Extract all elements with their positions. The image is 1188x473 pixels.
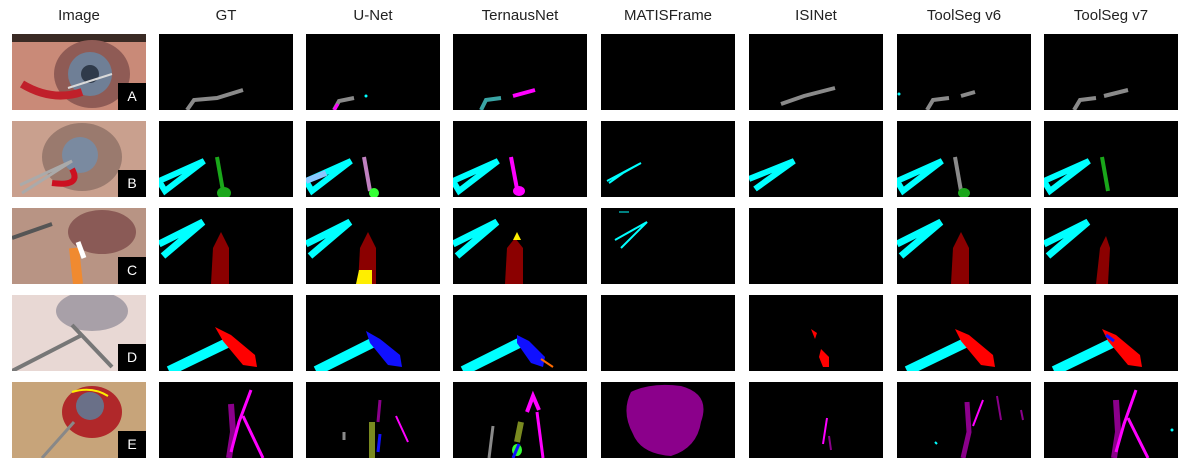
mask-isinet-c bbox=[749, 208, 883, 284]
input-image-c: C bbox=[12, 208, 146, 284]
mask-isinet-a bbox=[749, 34, 883, 110]
mask-toolseg-v6-c bbox=[897, 208, 1031, 284]
mask-unet-a bbox=[306, 34, 440, 110]
mask-isinet-d bbox=[749, 295, 883, 371]
column-header-image: Image bbox=[58, 7, 100, 24]
row-label-a: A bbox=[118, 83, 146, 110]
row-label-c: C bbox=[118, 257, 146, 284]
column-header-isinet: ISINet bbox=[795, 7, 837, 24]
mask-matisframe-b bbox=[601, 121, 735, 197]
column-header-matisframe: MATISFrame bbox=[623, 7, 713, 24]
mask-toolseg-v6-a bbox=[897, 34, 1031, 110]
mask-isinet-b bbox=[749, 121, 883, 197]
column-header-gt: GT bbox=[215, 7, 237, 24]
input-image-e: E bbox=[12, 382, 146, 458]
mask-unet-d bbox=[306, 295, 440, 371]
mask-unet-e bbox=[306, 382, 440, 458]
mask-isinet-e bbox=[749, 382, 883, 458]
mask-ternausnet-b bbox=[453, 121, 587, 197]
mask-toolseg-v7-d bbox=[1044, 295, 1178, 371]
mask-unet-b bbox=[306, 121, 440, 197]
mask-toolseg-v6-d bbox=[897, 295, 1031, 371]
row-label-e: E bbox=[118, 431, 146, 458]
mask-gt-a bbox=[159, 34, 293, 110]
mask-gt-c bbox=[159, 208, 293, 284]
mask-toolseg-v7-b bbox=[1044, 121, 1178, 197]
input-image-b: B bbox=[12, 121, 146, 197]
column-header-unet: U-Net bbox=[353, 7, 393, 24]
mask-toolseg-v6-e bbox=[897, 382, 1031, 458]
input-image-a: A bbox=[12, 34, 146, 110]
input-image-d: D bbox=[12, 295, 146, 371]
mask-toolseg-v7-a bbox=[1044, 34, 1178, 110]
mask-ternausnet-e bbox=[453, 382, 587, 458]
mask-toolseg-v7-c bbox=[1044, 208, 1178, 284]
column-header-ternausnet: TernausNet bbox=[481, 7, 559, 24]
column-header-toolseg-v7: ToolSeg v7 bbox=[1073, 7, 1149, 24]
mask-toolseg-v6-b bbox=[897, 121, 1031, 197]
mask-gt-b bbox=[159, 121, 293, 197]
mask-ternausnet-c bbox=[453, 208, 587, 284]
mask-matisframe-e bbox=[601, 382, 735, 458]
mask-unet-c bbox=[306, 208, 440, 284]
mask-matisframe-c bbox=[601, 208, 735, 284]
mask-matisframe-d bbox=[601, 295, 735, 371]
mask-gt-d bbox=[159, 295, 293, 371]
mask-ternausnet-d bbox=[453, 295, 587, 371]
column-header-toolseg-v6: ToolSeg v6 bbox=[926, 7, 1002, 24]
mask-gt-e bbox=[159, 382, 293, 458]
mask-toolseg-v7-e bbox=[1044, 382, 1178, 458]
mask-matisframe-a bbox=[601, 34, 735, 110]
mask-ternausnet-a bbox=[453, 34, 587, 110]
row-label-d: D bbox=[118, 344, 146, 371]
row-label-b: B bbox=[118, 170, 146, 197]
